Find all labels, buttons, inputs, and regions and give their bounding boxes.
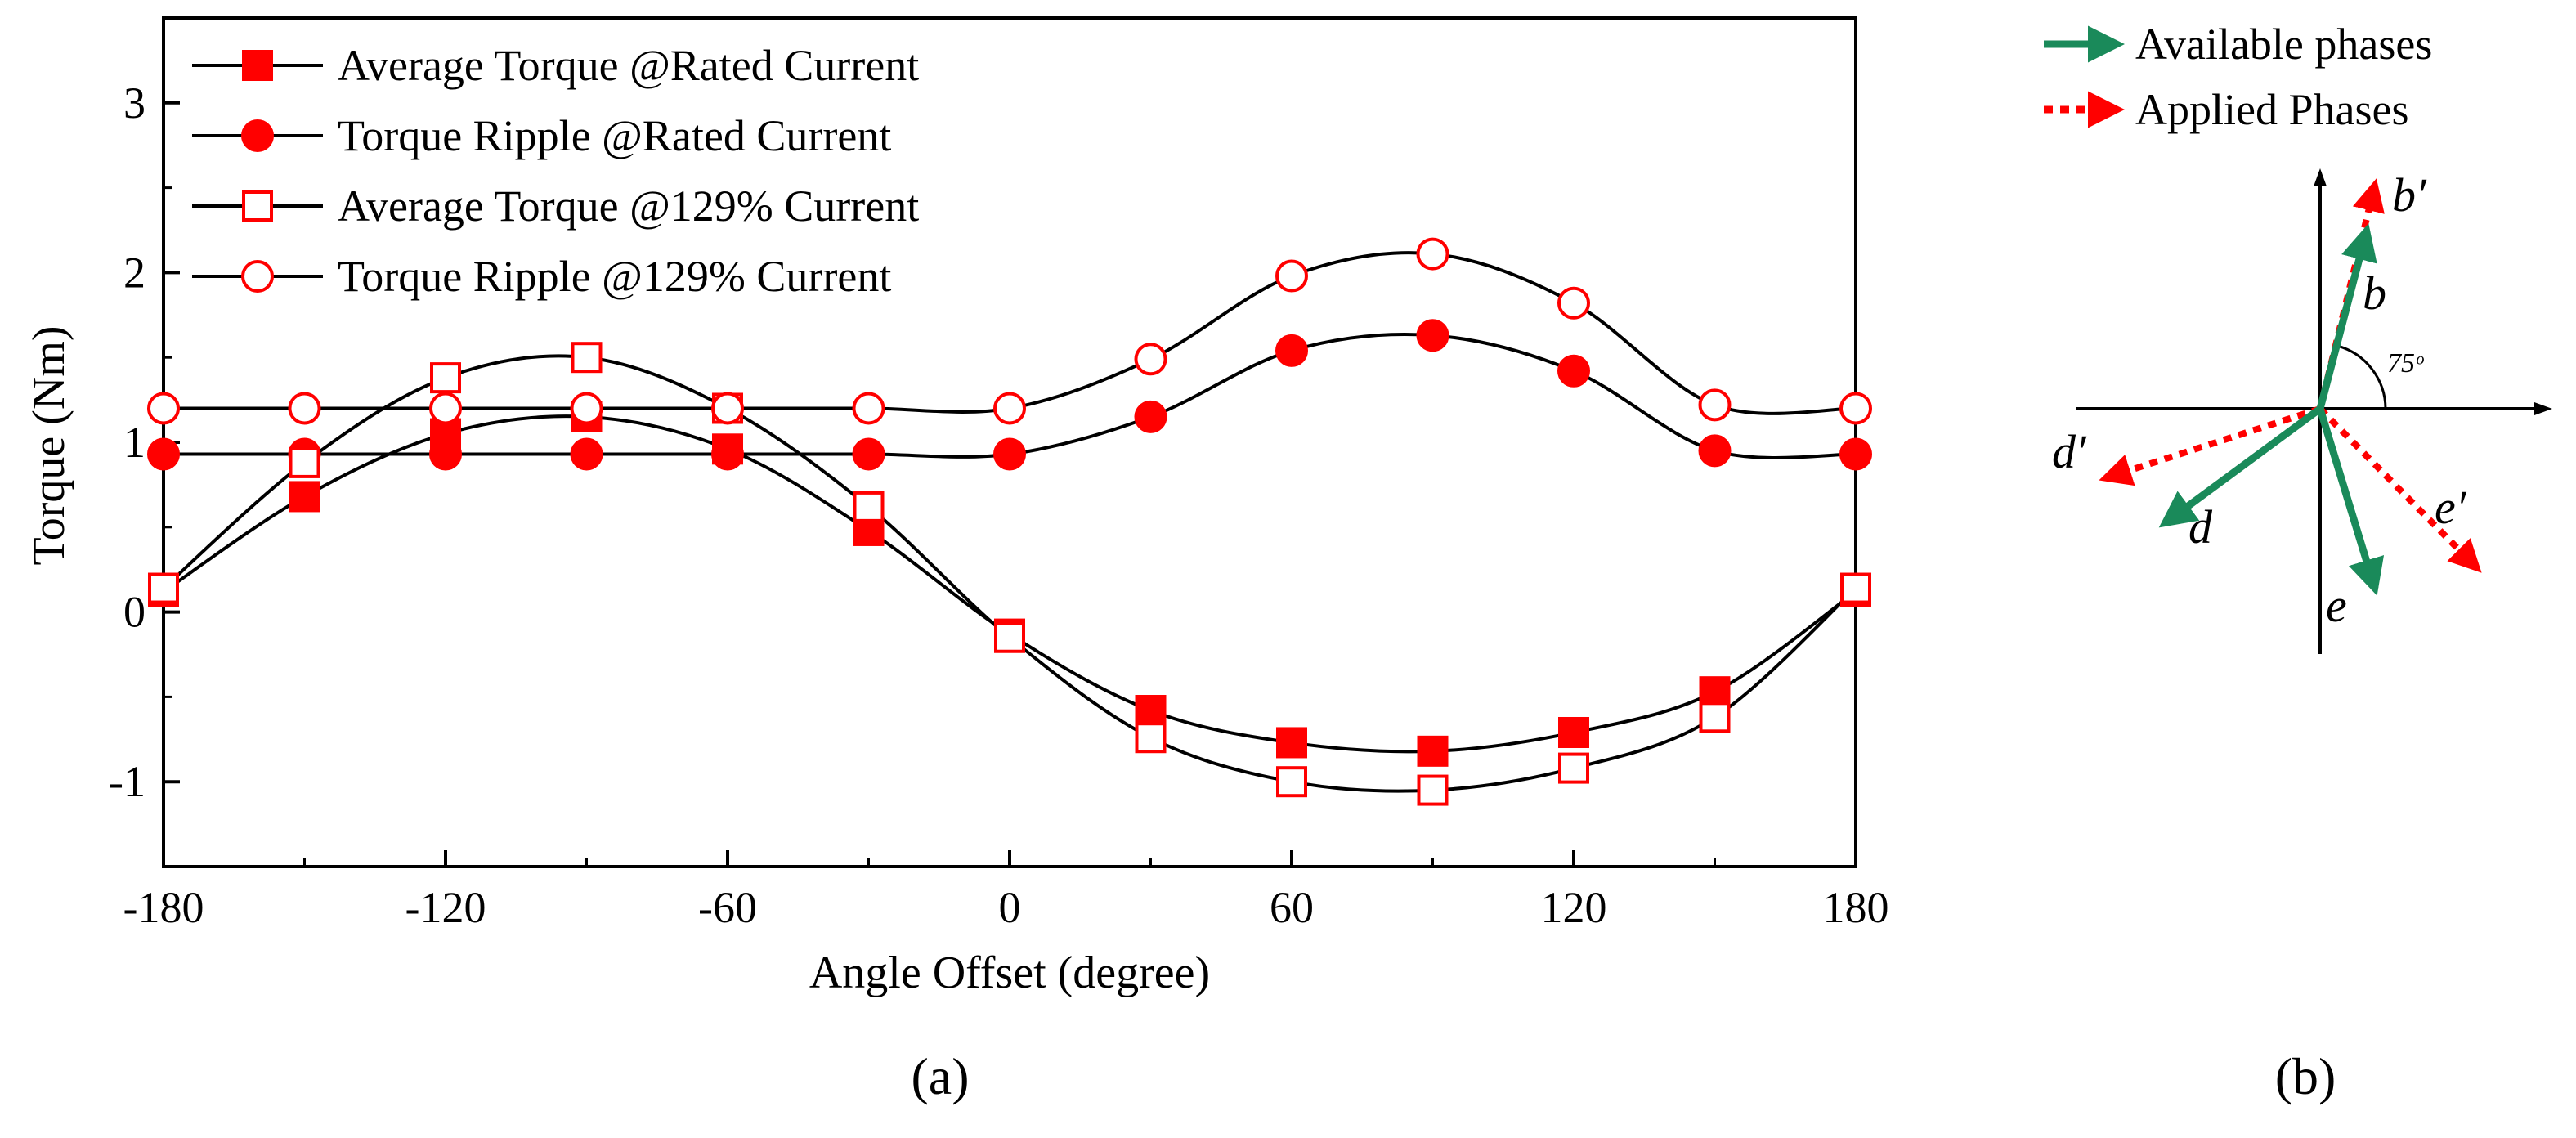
label-b-prime: b′ (2392, 168, 2427, 222)
label-b: b (2363, 267, 2386, 320)
phase-d-arrow (2158, 405, 2323, 528)
y-tick-label: 0 (123, 588, 146, 637)
legend-label-2: Average Torque @129% Current (338, 181, 919, 231)
data-point-series-1 (147, 437, 180, 471)
data-point-series-0 (1699, 676, 1731, 708)
phase-d-prime-arrow (2099, 405, 2322, 486)
vertical-axis-arrowhead (2314, 168, 2327, 186)
label-e: e (2326, 579, 2347, 632)
data-point-series-0 (1276, 727, 1307, 759)
x-tick-label: -60 (698, 883, 757, 932)
data-point-series-3 (1557, 286, 1590, 320)
legend-marker-1 (241, 119, 274, 152)
data-point-series-1 (1698, 434, 1732, 468)
data-point-series-3 (993, 392, 1026, 425)
y-tick-label: 1 (123, 418, 146, 467)
legend-marker-2 (242, 190, 273, 222)
data-point-series-2 (1417, 774, 1449, 806)
data-point-series-2 (1558, 752, 1589, 784)
phase-e-prime-arrow (2318, 406, 2482, 573)
label-e-prime: e′ (2435, 481, 2467, 534)
angle-arc (2336, 344, 2387, 410)
data-point-series-1 (1839, 437, 1872, 471)
series-lines (164, 251, 1856, 793)
data-point-series-1 (1416, 319, 1449, 352)
data-point-series-2 (289, 446, 320, 478)
angle-label: 75ᵒ (2387, 348, 2424, 379)
data-point-series-2 (430, 362, 461, 394)
label-d-prime: d′ (2052, 425, 2087, 478)
y-tick-label: 2 (123, 248, 146, 297)
legend-label-1: Torque Ripple @Rated Current (338, 111, 891, 160)
y-axis-title: Torque (Nm) (24, 325, 74, 565)
x-axis-title: Angle Offset (degree) (809, 948, 1210, 998)
phasor-diagram: Available phases Applied Phases 75ᵒ b′ b… (2044, 20, 2552, 654)
chart-legend: Average Torque @Rated Current Torque Ripp… (192, 41, 919, 301)
data-point-series-0 (1558, 716, 1589, 748)
x-tick-label: 180 (1823, 883, 1889, 932)
data-point-series-3 (1839, 392, 1872, 425)
data-point-series-3 (1134, 343, 1167, 376)
x-tick-label: -120 (405, 883, 486, 932)
data-point-series-2 (1840, 572, 1871, 604)
phase-b-arrow (2316, 223, 2377, 410)
x-tick-label: 0 (999, 883, 1021, 932)
x-tick-label: 60 (1270, 883, 1314, 932)
data-point-series-3 (147, 392, 180, 425)
data-point-series-1 (993, 437, 1026, 471)
label-d: d (2188, 500, 2213, 553)
data-point-series-3 (1275, 259, 1308, 293)
data-point-series-3 (852, 392, 885, 425)
data-point-series-2 (1699, 701, 1731, 733)
data-point-series-0 (289, 481, 320, 513)
legend-marker-3 (241, 260, 274, 293)
phase-e-arrow (2316, 407, 2385, 596)
y-tick-label: 3 (123, 78, 146, 128)
x-tick-label: 120 (1541, 883, 1607, 932)
data-point-series-3 (570, 392, 603, 425)
panel-b-label: (b) (2275, 1047, 2336, 1105)
x-axis: -180 -120 -60 0 60 120 180 (123, 850, 1889, 932)
data-point-series-1 (852, 437, 885, 471)
data-point-series-1 (570, 437, 603, 471)
legend-label-3: Torque Ripple @129% Current (338, 252, 891, 301)
torque-chart: -180 -120 -60 0 60 120 180 -1 0 1 2 3 Angle Offset… (24, 16, 1889, 998)
legend-marker-0 (242, 50, 273, 81)
data-point-series-2 (571, 342, 603, 374)
data-point-series-3 (288, 392, 321, 425)
data-point-series-1 (1134, 400, 1167, 433)
horizontal-axis-arrowhead (2534, 402, 2552, 415)
data-point-series-2 (1135, 722, 1167, 754)
data-point-series-2 (853, 491, 885, 522)
data-point-series-2 (1276, 766, 1307, 798)
series-markers (147, 237, 1872, 806)
data-point-series-0 (1135, 695, 1167, 727)
data-point-series-1 (1557, 354, 1590, 388)
legend-available-label: Available phases (2135, 20, 2432, 69)
data-point-series-1 (711, 437, 744, 471)
data-point-series-1 (429, 437, 462, 471)
data-point-series-0 (1417, 735, 1449, 767)
data-point-series-3 (711, 392, 744, 425)
legend-applied-label: Applied Phases (2135, 85, 2408, 134)
x-tick-label: -180 (123, 883, 204, 932)
data-point-series-2 (148, 572, 179, 604)
data-point-series-1 (1275, 334, 1308, 367)
data-point-series-3 (1416, 237, 1449, 271)
data-point-series-3 (429, 392, 462, 425)
legend-label-0: Average Torque @Rated Current (338, 41, 919, 90)
panel-a-label: (a) (911, 1047, 969, 1105)
data-point-series-2 (994, 621, 1025, 653)
data-point-series-3 (1698, 388, 1732, 422)
y-tick-label: -1 (109, 757, 146, 806)
